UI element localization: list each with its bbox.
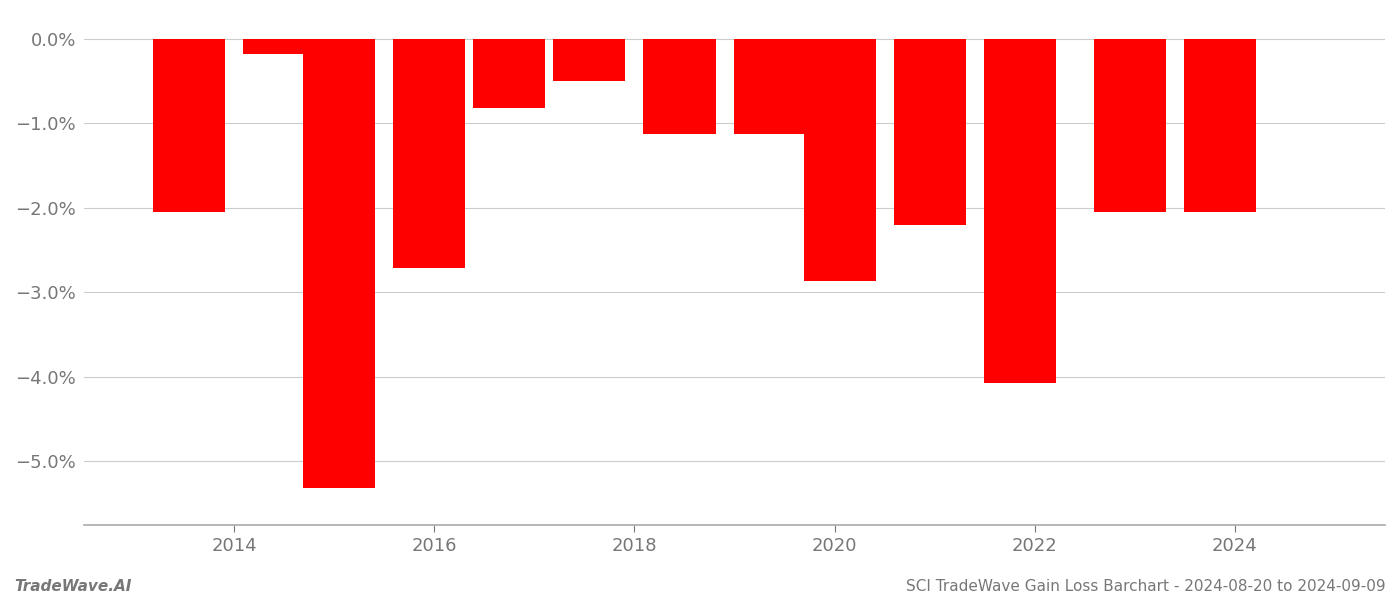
Bar [304,38,375,488]
Bar [1093,38,1166,212]
Bar [734,38,805,134]
Bar [244,38,315,54]
Bar [804,38,875,281]
Bar [473,38,546,108]
Text: SCI TradeWave Gain Loss Barchart - 2024-08-20 to 2024-09-09: SCI TradeWave Gain Loss Barchart - 2024-… [906,579,1386,594]
Text: TradeWave.AI: TradeWave.AI [14,579,132,594]
Bar [644,38,715,134]
Bar [893,38,966,224]
Bar [984,38,1056,383]
Bar [1184,38,1256,212]
Bar [153,38,225,212]
Bar [393,38,465,268]
Bar [553,38,626,81]
